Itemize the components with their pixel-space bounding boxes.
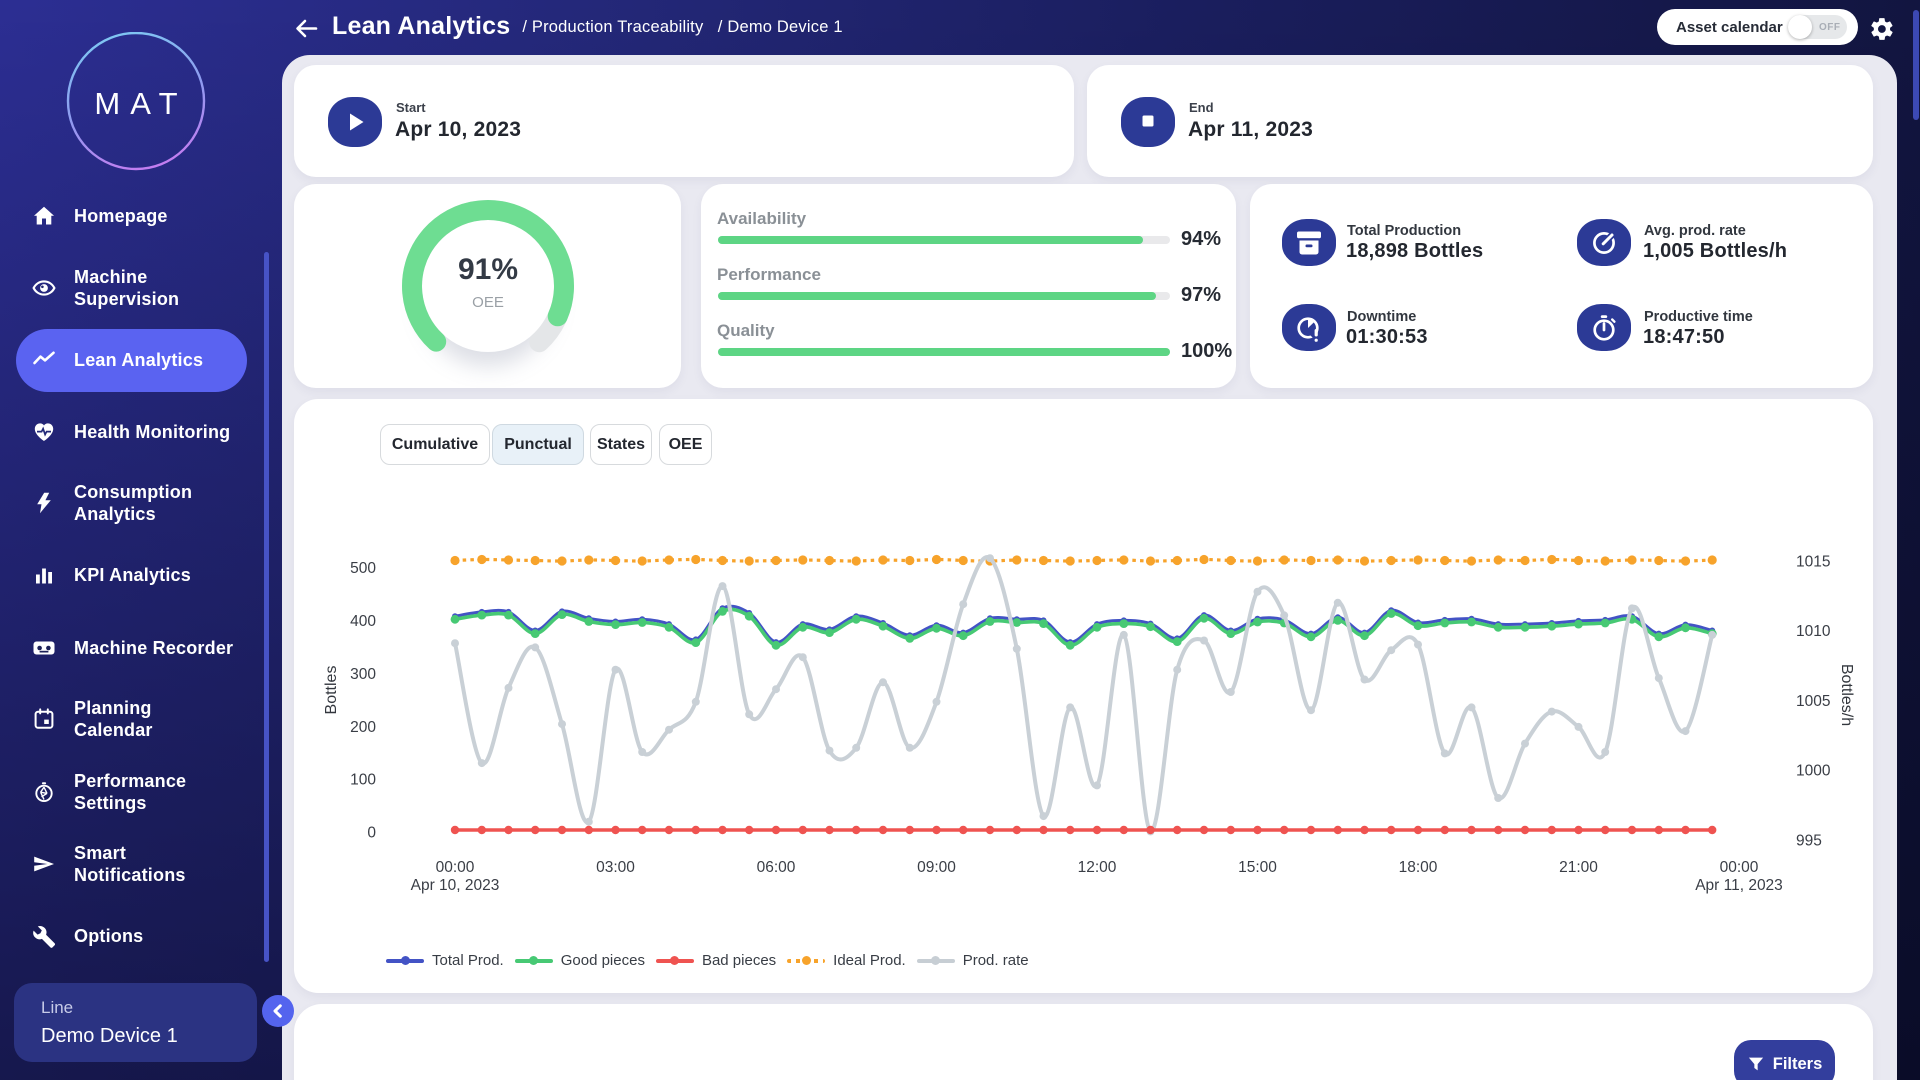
svg-text:09:00: 09:00 — [917, 859, 956, 876]
svg-text:18:00: 18:00 — [1399, 859, 1438, 876]
svg-text:Bottles/h: Bottles/h — [1838, 664, 1855, 726]
svg-text:MAT: MAT — [94, 86, 187, 121]
svg-text:03:00: 03:00 — [596, 859, 635, 876]
svg-text:12:00: 12:00 — [1078, 859, 1117, 876]
svg-text:500: 500 — [350, 560, 376, 577]
svg-text:995: 995 — [1796, 832, 1822, 849]
svg-text:200: 200 — [350, 719, 376, 736]
svg-text:OEE: OEE — [472, 294, 504, 311]
svg-text:Bottles: Bottles — [323, 666, 340, 715]
svg-text:00:00: 00:00 — [1720, 859, 1759, 876]
svg-text:1005: 1005 — [1796, 693, 1830, 710]
svg-text:400: 400 — [350, 613, 376, 630]
svg-text:0: 0 — [367, 825, 376, 842]
svg-text:Apr 11, 2023: Apr 11, 2023 — [1695, 877, 1783, 894]
svg-text:00:00: 00:00 — [436, 859, 475, 876]
svg-text:1000: 1000 — [1796, 763, 1831, 780]
svg-text:1015: 1015 — [1796, 554, 1830, 571]
svg-text:1010: 1010 — [1796, 623, 1831, 640]
svg-text:Apr 10, 2023: Apr 10, 2023 — [411, 877, 500, 894]
svg-text:300: 300 — [350, 666, 376, 683]
svg-text:100: 100 — [350, 772, 376, 789]
svg-text:91%: 91% — [458, 253, 518, 286]
svg-text:15:00: 15:00 — [1238, 859, 1277, 876]
svg-text:06:00: 06:00 — [757, 859, 796, 876]
svg-text:21:00: 21:00 — [1559, 859, 1598, 876]
